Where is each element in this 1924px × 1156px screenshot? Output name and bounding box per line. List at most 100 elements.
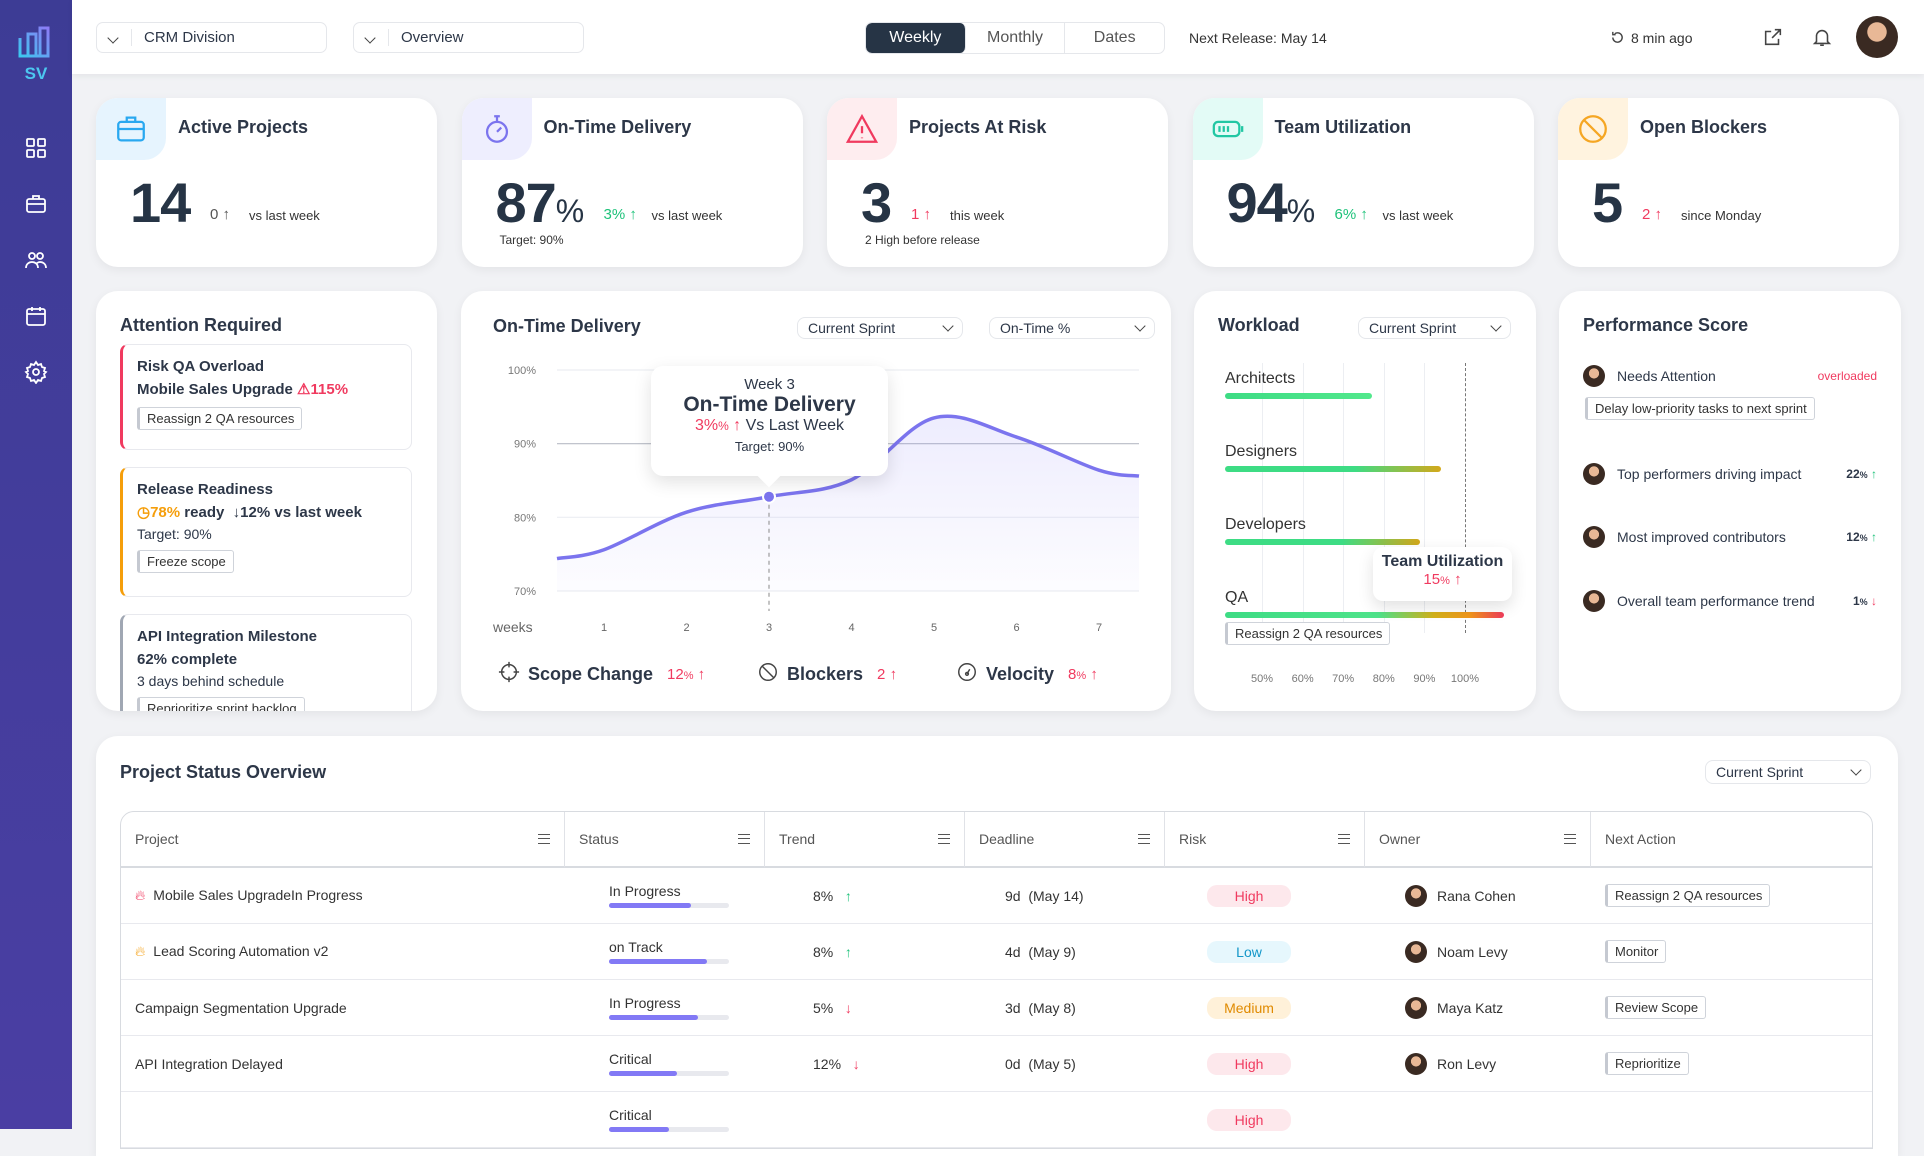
team-utilization-bar[interactable] xyxy=(1225,466,1441,472)
reprioritize-button[interactable]: Reprioritize sprint backlog xyxy=(137,697,305,711)
blocked-icon xyxy=(757,661,779,688)
team-icon[interactable] xyxy=(24,248,48,272)
next-action-button[interactable]: Review Scope xyxy=(1605,996,1707,1019)
x-tick-label: 80% xyxy=(1372,673,1395,685)
dashboard-icon[interactable] xyxy=(24,136,48,160)
period-weekly[interactable]: Weekly xyxy=(866,23,966,53)
deadline: 4d (May 9) xyxy=(965,924,1165,980)
status-text: Critical xyxy=(609,1051,652,1067)
column-header[interactable]: Status xyxy=(565,812,765,868)
change-value: 1 xyxy=(911,206,920,223)
arrow-up-icon: ↑ xyxy=(222,206,231,223)
team-label: Architects xyxy=(1225,370,1296,387)
metric-dropdown[interactable]: On-Time % xyxy=(989,317,1155,339)
next-action-button[interactable]: Monitor xyxy=(1605,940,1667,963)
project-name: Mobile Sales UpgradeIn Progress xyxy=(153,887,363,903)
reassign-button[interactable]: Reassign 2 QA resources xyxy=(137,407,303,430)
table-row[interactable]: 🔥︎ Lead Scoring Automation v2 on Track 8%… xyxy=(121,924,1872,980)
row-label: Top performers driving impact xyxy=(1617,466,1802,482)
reassign-qa-button[interactable]: Reassign 2 QA resources xyxy=(1225,622,1391,645)
period-dates[interactable]: Dates xyxy=(1093,29,1136,46)
project-status-panel: Project Status Overview Current Sprint P… xyxy=(96,736,1898,1156)
avatar xyxy=(1583,463,1605,485)
x-axis-label: weeks xyxy=(493,619,533,635)
x-tick-label: 2 xyxy=(683,622,689,634)
stat-card[interactable]: On-Time Delivery 87% 3% ↑ vs last week T… xyxy=(461,98,803,267)
row-label: Overall team performance trend xyxy=(1617,593,1815,609)
view-dropdown[interactable]: Overview xyxy=(353,22,584,53)
next-action-button[interactable]: Reassign 2 QA resources xyxy=(1605,884,1771,907)
column-header[interactable]: Trend xyxy=(765,812,965,868)
table-row[interactable]: 🔥︎ Mobile Sales UpgradeIn Progress In Pro… xyxy=(121,868,1872,924)
fire-icon: 🔥︎ xyxy=(135,943,146,959)
range-dropdown[interactable]: Current Sprint xyxy=(1358,317,1511,339)
table-row[interactable]: Campaign Segmentation Upgrade In Progres… xyxy=(121,980,1872,1036)
team-utilization-bar[interactable] xyxy=(1225,612,1504,618)
stat-card[interactable]: Active Projects 14 0 ↑ vs last week xyxy=(96,98,437,267)
warning-icon: ⚠ xyxy=(297,381,311,398)
column-header[interactable]: Risk xyxy=(1165,812,1365,868)
briefcase-icon[interactable] xyxy=(24,192,48,216)
stat-value: 87% xyxy=(496,170,585,235)
delay-tasks-button[interactable]: Delay low-priority tasks to next sprint xyxy=(1585,397,1815,420)
project-name: API Integration Delayed xyxy=(135,1055,283,1072)
series-line xyxy=(556,414,1140,561)
column-header[interactable]: Deadline xyxy=(965,812,1165,868)
period-monthly[interactable]: Monthly xyxy=(966,23,1066,53)
gear-icon[interactable] xyxy=(24,360,48,384)
next-action-button[interactable]: Reprioritize xyxy=(1605,1052,1689,1075)
stat-value: 3 xyxy=(861,170,892,235)
table-row[interactable]: Critical High xyxy=(121,1092,1872,1148)
stat-card[interactable]: Open Blockers 5 2 ↑ since Monday xyxy=(1558,98,1899,267)
utilization-tooltip: Team Utilization 15% ↑ xyxy=(1373,547,1512,601)
performance-row[interactable]: Top performers driving impact 22% ↑ xyxy=(1583,463,1877,485)
column-menu-icon[interactable] xyxy=(938,834,950,844)
column-label: Project xyxy=(135,831,179,847)
column-menu-icon[interactable] xyxy=(538,834,550,844)
user-avatar[interactable] xyxy=(1856,16,1898,58)
range-dropdown[interactable]: Current Sprint xyxy=(1705,760,1871,784)
stat-card[interactable]: Projects At Risk 3 1 ↑ this week 2 High … xyxy=(827,98,1168,267)
team-utilization-bar[interactable] xyxy=(1225,393,1372,399)
column-menu-icon[interactable] xyxy=(1338,834,1350,844)
stat-context: vs last week xyxy=(1382,208,1454,223)
owner-avatar xyxy=(1405,996,1427,1019)
stat-note: 2 High before release xyxy=(865,233,980,247)
trend-text: ↓12% vs last week xyxy=(232,504,362,521)
performance-row[interactable]: Needs Attention overloaded xyxy=(1583,365,1877,387)
share-icon[interactable] xyxy=(1762,26,1784,48)
stat-card[interactable]: Team Utilization 94% 6% ↑ vs last week xyxy=(1192,98,1534,267)
risk-badge: High xyxy=(1207,884,1291,907)
trend-value: 5% xyxy=(813,999,834,1016)
performance-row[interactable]: Most improved contributors 12% ↑ xyxy=(1583,526,1877,548)
attention-panel: Attention Required Risk QA Overload Mobi… xyxy=(96,291,437,711)
overload-badge: 115% xyxy=(310,381,349,398)
metric-label: Scope Change xyxy=(528,664,654,684)
column-header[interactable]: Owner xyxy=(1365,812,1591,868)
bell-icon[interactable] xyxy=(1811,26,1833,48)
sidebar: SV xyxy=(0,0,72,1129)
range-dropdown[interactable]: Current Sprint xyxy=(797,317,963,339)
project-name: Campaign Segmentation Upgrade xyxy=(135,999,347,1016)
freeze-scope-button[interactable]: Freeze scope xyxy=(137,550,234,573)
column-header[interactable]: Project xyxy=(121,812,565,868)
avatar xyxy=(1583,526,1605,548)
arrow-down-icon: ↓ xyxy=(1871,594,1877,608)
performance-row[interactable]: Overall team performance trend 1% ↓ xyxy=(1583,590,1877,612)
column-label: Next Action xyxy=(1605,831,1676,847)
column-header[interactable]: Next Action xyxy=(1591,812,1872,868)
column-menu-icon[interactable] xyxy=(738,834,750,844)
panel-title: Performance Score xyxy=(1583,315,1749,335)
column-menu-icon[interactable] xyxy=(1138,834,1150,844)
item-subtitle: Mobile Sales Upgrade xyxy=(137,381,293,398)
division-dropdown[interactable]: CRM Division xyxy=(96,22,327,53)
team-utilization-bar[interactable] xyxy=(1225,539,1421,545)
table-row[interactable]: API Integration Delayed Critical 12% ↓ 0… xyxy=(121,1036,1872,1092)
refresh-icon[interactable] xyxy=(1610,30,1625,45)
column-label: Owner xyxy=(1379,831,1421,847)
stat-title: On-Time Delivery xyxy=(543,117,692,137)
trend-value: 8% xyxy=(813,887,834,904)
calendar-icon[interactable] xyxy=(24,304,48,328)
ready-label: ready xyxy=(184,504,225,521)
column-menu-icon[interactable] xyxy=(1564,834,1576,844)
